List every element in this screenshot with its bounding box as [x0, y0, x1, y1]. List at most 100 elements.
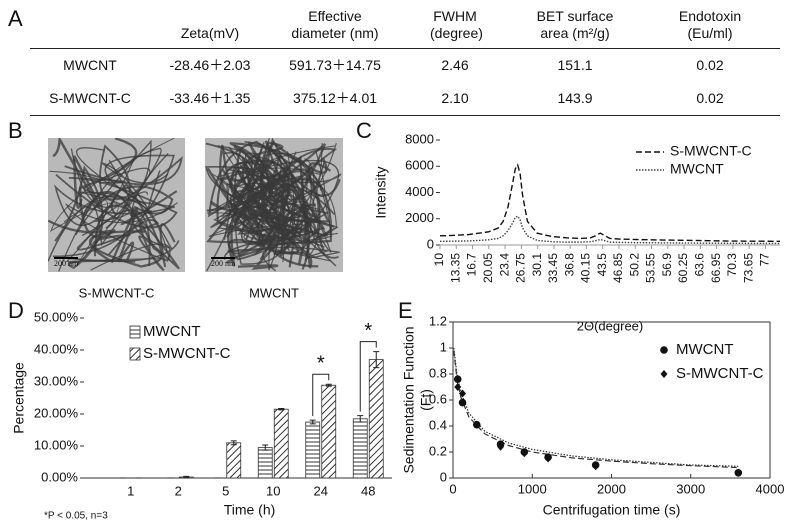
- y-axis-label: Intensity: [373, 166, 389, 218]
- y-axis-label: Percentage: [11, 362, 27, 434]
- fit-curve: [453, 347, 739, 467]
- panel-label: D: [8, 298, 24, 323]
- y-tick-label: 0: [440, 469, 447, 484]
- legend-marker: [660, 346, 668, 354]
- cell: MWCNT: [63, 57, 117, 73]
- y-tick-label: 8000: [405, 131, 434, 146]
- y-tick-label: 10.00%: [34, 437, 79, 452]
- x-tick-label: 46.85: [611, 253, 625, 283]
- legend-label: S-MWCNT-C: [676, 365, 764, 382]
- x-tick-label: 24: [314, 483, 328, 498]
- x-axis-label: 2Θ(degree): [577, 318, 643, 333]
- fiber: [223, 179, 276, 260]
- x-tick-label: 63.6: [693, 253, 707, 277]
- y-tick-label: 0.2: [429, 443, 447, 458]
- error-bar: [325, 383, 332, 387]
- row: MWCNT -28.46＋2.03 591.73＋14.75 2.46 151.…: [30, 49, 780, 83]
- fiber: [206, 167, 294, 267]
- y-tick-label: 4000: [405, 184, 434, 199]
- x-tick-label: 2: [175, 483, 182, 498]
- fiber: [210, 138, 328, 237]
- y-tick-label: 2000: [405, 210, 434, 225]
- panel-label: B: [8, 118, 23, 143]
- error-bar: [309, 419, 316, 425]
- scale-bar-label: 200 nm: [211, 259, 236, 268]
- legend-marker: [660, 370, 668, 378]
- panel-label: A: [8, 6, 23, 31]
- fiber: [70, 147, 151, 208]
- x-tick-label: 3000: [676, 481, 705, 496]
- bar: [352, 418, 368, 479]
- panel-label: E: [398, 298, 413, 323]
- x-tick-label: 23.4: [497, 253, 511, 277]
- point: [544, 454, 552, 463]
- fiber: [291, 197, 332, 253]
- x-tick-label: 1000: [518, 481, 547, 496]
- bar: [226, 442, 242, 479]
- significance-mark: *: [317, 353, 325, 375]
- y-tick-label: 50.00%: [34, 309, 79, 324]
- fiber-texture: [48, 138, 183, 272]
- header-cell: Effective diameter (nm): [270, 4, 400, 49]
- x-tick-label: 48: [361, 483, 375, 498]
- x-tick-label: 20.05: [481, 253, 495, 283]
- cell: 0.02: [640, 82, 780, 116]
- legend-label: MWCNT: [676, 341, 733, 358]
- header-row: Zeta(mV) Effective diameter (nm) FWHM (d…: [30, 4, 780, 49]
- legend-label: S-MWCNT-C: [670, 143, 752, 159]
- x-tick-label: 60.25: [676, 253, 690, 283]
- legend-swatch: [129, 347, 141, 361]
- footnote: *P < 0.05, n=3: [44, 511, 108, 522]
- y-axis-label: Sedimentation Function: [401, 326, 417, 473]
- cell: 2.46: [441, 57, 469, 73]
- x-tick-label: 53.55: [644, 253, 658, 283]
- fiber: [76, 209, 160, 267]
- y-tick-label: 20.00%: [34, 405, 79, 420]
- x-tick-label: 30.1: [530, 253, 544, 277]
- x-tick-label: 66.95: [709, 253, 723, 283]
- header-cell: [30, 4, 150, 49]
- legend-label: MWCNT: [143, 323, 200, 340]
- cell: S-MWCNT-C: [30, 82, 150, 116]
- y-tick-label: 1: [440, 339, 447, 354]
- property-table: Zeta(mV) Effective diameter (nm) FWHM (d…: [30, 4, 780, 116]
- fiber: [213, 142, 337, 241]
- y-tick-label: 6000: [405, 158, 434, 173]
- x-axis-label: Time (h): [224, 502, 276, 518]
- bar: [321, 384, 337, 479]
- point: [520, 449, 528, 458]
- cell: -28.46＋2.03: [169, 57, 251, 73]
- x-tick-label: 26.75: [514, 253, 528, 283]
- y-tick-label: 0.4: [429, 417, 447, 432]
- fiber: [101, 153, 173, 250]
- y-tick-label: 0.6: [429, 391, 447, 406]
- cell: -33.46＋1.35: [150, 82, 270, 116]
- fiber: [79, 190, 163, 268]
- y-tick-label: 0.00%: [41, 469, 78, 484]
- fiber: [225, 141, 284, 238]
- x-tick-label: 1: [127, 483, 134, 498]
- x-tick-label: 4000: [756, 481, 785, 496]
- legend-label: MWCNT: [670, 161, 724, 177]
- header-cell: Endotoxin (Eu/ml): [640, 4, 780, 49]
- cell: 591.73＋14.75: [289, 57, 381, 73]
- error-bar: [183, 475, 190, 479]
- point: [453, 375, 462, 384]
- x-tick-label: 50.2: [627, 253, 641, 277]
- header-cell: Zeta(mV): [150, 4, 270, 49]
- significance-bracket: [359, 341, 377, 412]
- fiber: [110, 183, 176, 268]
- fiber: [93, 204, 180, 272]
- point: [454, 383, 462, 391]
- x-tick-label: 73.65: [741, 253, 755, 283]
- fiber: [49, 138, 175, 266]
- image-caption: MWCNT: [249, 285, 299, 300]
- error-bar: [262, 444, 269, 451]
- x-tick-label: 16.7: [465, 253, 479, 277]
- cell: 2.10: [400, 82, 510, 116]
- y-tick-label: 0: [427, 236, 434, 251]
- x-tick-label: 36.8: [562, 253, 576, 277]
- x-tick-label: 2000: [597, 481, 626, 496]
- header-cell: BET surface area (m²/g): [510, 4, 640, 49]
- header-cell: FWHM (degree): [400, 4, 510, 49]
